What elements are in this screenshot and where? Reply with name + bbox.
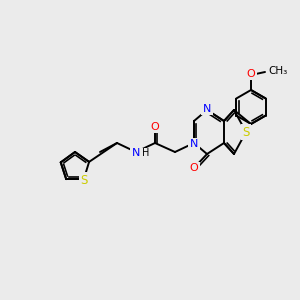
Text: H: H [142, 148, 149, 158]
Text: O: O [151, 122, 159, 132]
Text: O: O [190, 163, 198, 173]
Text: S: S [80, 174, 88, 187]
Text: N: N [203, 104, 211, 114]
Text: N: N [132, 148, 140, 158]
Text: S: S [242, 125, 250, 139]
Text: CH₃: CH₃ [268, 66, 287, 76]
Text: O: O [247, 69, 255, 79]
Text: N: N [190, 139, 198, 149]
